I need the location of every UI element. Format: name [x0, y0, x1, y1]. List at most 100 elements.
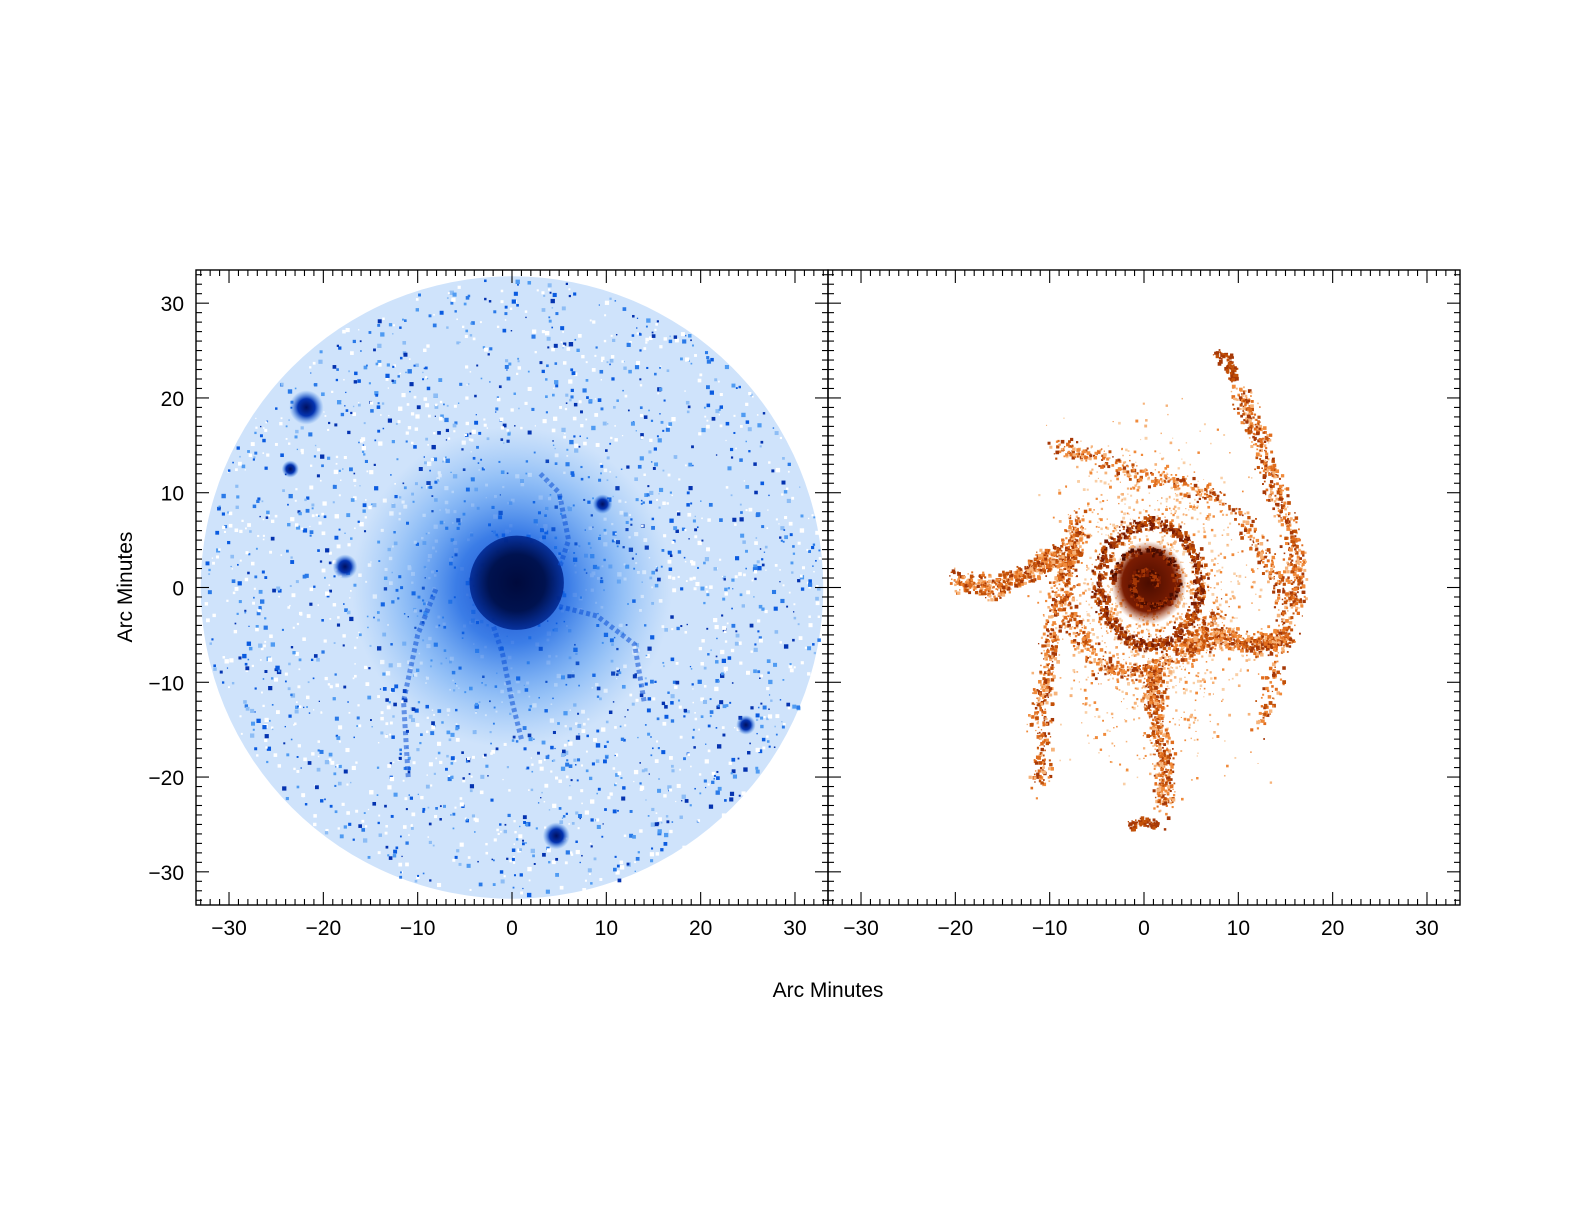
diffuse-emission [1160, 641, 1163, 644]
diffuse-emission [1251, 570, 1255, 573]
diffuse-emission [1209, 720, 1211, 723]
diffuse-emission [1181, 646, 1184, 650]
speckle [293, 723, 296, 726]
diffuse-emission [1252, 581, 1254, 583]
spiral-arm [1156, 481, 1159, 484]
speckle [659, 345, 663, 349]
diffuse-emission [1208, 541, 1211, 545]
diffuse-emission [1099, 449, 1102, 452]
diffuse-emission [1107, 445, 1110, 447]
diffuse-emission [1113, 608, 1117, 611]
spiral-arm [1072, 586, 1075, 589]
speckle [437, 431, 441, 435]
spiral-arm [1209, 632, 1213, 636]
diffuse-emission [1174, 723, 1177, 726]
speckle [499, 823, 502, 826]
diffuse-emission [1096, 471, 1098, 473]
speckle [806, 548, 809, 551]
speckle [815, 596, 819, 601]
speckle [688, 486, 693, 491]
diffuse-emission [1184, 574, 1188, 578]
speckle [745, 485, 750, 489]
spiral-arm [1265, 707, 1267, 709]
speckle [694, 535, 698, 539]
speckle [757, 670, 761, 674]
speckle [386, 705, 391, 710]
diffuse-emission [1212, 654, 1215, 657]
speckle [711, 771, 716, 776]
speckle [663, 399, 666, 402]
speckle [352, 412, 357, 416]
spiral-arm [1235, 507, 1238, 510]
diffuse-emission [1232, 628, 1235, 631]
diffuse-emission [1097, 477, 1099, 479]
speckle [547, 283, 552, 288]
spiral-arm [1117, 671, 1121, 675]
diffuse-emission [1200, 570, 1202, 572]
diffuse-emission [1138, 717, 1141, 720]
speckle [687, 753, 690, 756]
spiral-arm [1086, 456, 1089, 459]
diffuse-emission [1212, 737, 1214, 739]
spiral-arm [1089, 454, 1093, 458]
diffuse-emission [1086, 582, 1090, 586]
spiral-arm [1098, 667, 1101, 671]
spiral-arm [1070, 612, 1075, 616]
speckle [614, 855, 617, 858]
speckle [714, 625, 719, 630]
spiral-arm [1272, 676, 1276, 679]
spiral-arm [1168, 479, 1171, 482]
speckle [287, 522, 291, 527]
diffuse-emission [1207, 589, 1210, 592]
diffuse-emission [1152, 745, 1155, 748]
diffuse-emission [1196, 719, 1199, 722]
speckle [451, 297, 456, 302]
speckle [365, 682, 370, 686]
speckle [678, 478, 681, 481]
speckle [466, 863, 471, 868]
speckle [549, 291, 552, 294]
spiral-arm [1142, 667, 1145, 670]
diffuse-emission [1182, 561, 1184, 563]
speckle [666, 369, 670, 373]
speckle [270, 677, 274, 680]
speckle [585, 750, 588, 753]
spiral-arm [1072, 631, 1076, 635]
diffuse-emission [1097, 513, 1099, 515]
speckle [282, 786, 287, 791]
speckle [385, 373, 390, 378]
speckle [319, 749, 324, 754]
spiral-arm [1074, 604, 1079, 609]
spiral-arm [1267, 654, 1270, 657]
speckle [648, 500, 653, 504]
diffuse-emission [1162, 671, 1166, 675]
speckle [483, 418, 486, 421]
diffuse-emission [1083, 688, 1087, 692]
diffuse-emission [1154, 469, 1157, 471]
speckle [353, 478, 357, 482]
speckle [524, 310, 528, 313]
diffuse-emission [1142, 747, 1146, 750]
speckle [713, 778, 715, 780]
speckle [349, 597, 351, 599]
speckle [370, 409, 374, 413]
speckle [783, 722, 786, 726]
speckle [553, 343, 558, 348]
spiral-arm [1108, 659, 1113, 664]
speckle [363, 422, 366, 425]
diffuse-emission [1203, 530, 1206, 534]
speckle [405, 808, 408, 811]
spiral-arm [1273, 587, 1276, 590]
spiral-arm [1271, 568, 1274, 570]
spiral-arm [1172, 477, 1176, 481]
diffuse-emission [1206, 572, 1209, 574]
speckle [767, 714, 773, 719]
diffuse-emission [1211, 681, 1215, 685]
diffuse-emission [1194, 709, 1196, 711]
diffuse-emission [1111, 761, 1113, 764]
speckle [422, 371, 424, 374]
speckle [313, 455, 317, 458]
speckle [648, 336, 653, 341]
speckle [271, 703, 274, 706]
speckle [568, 764, 573, 768]
